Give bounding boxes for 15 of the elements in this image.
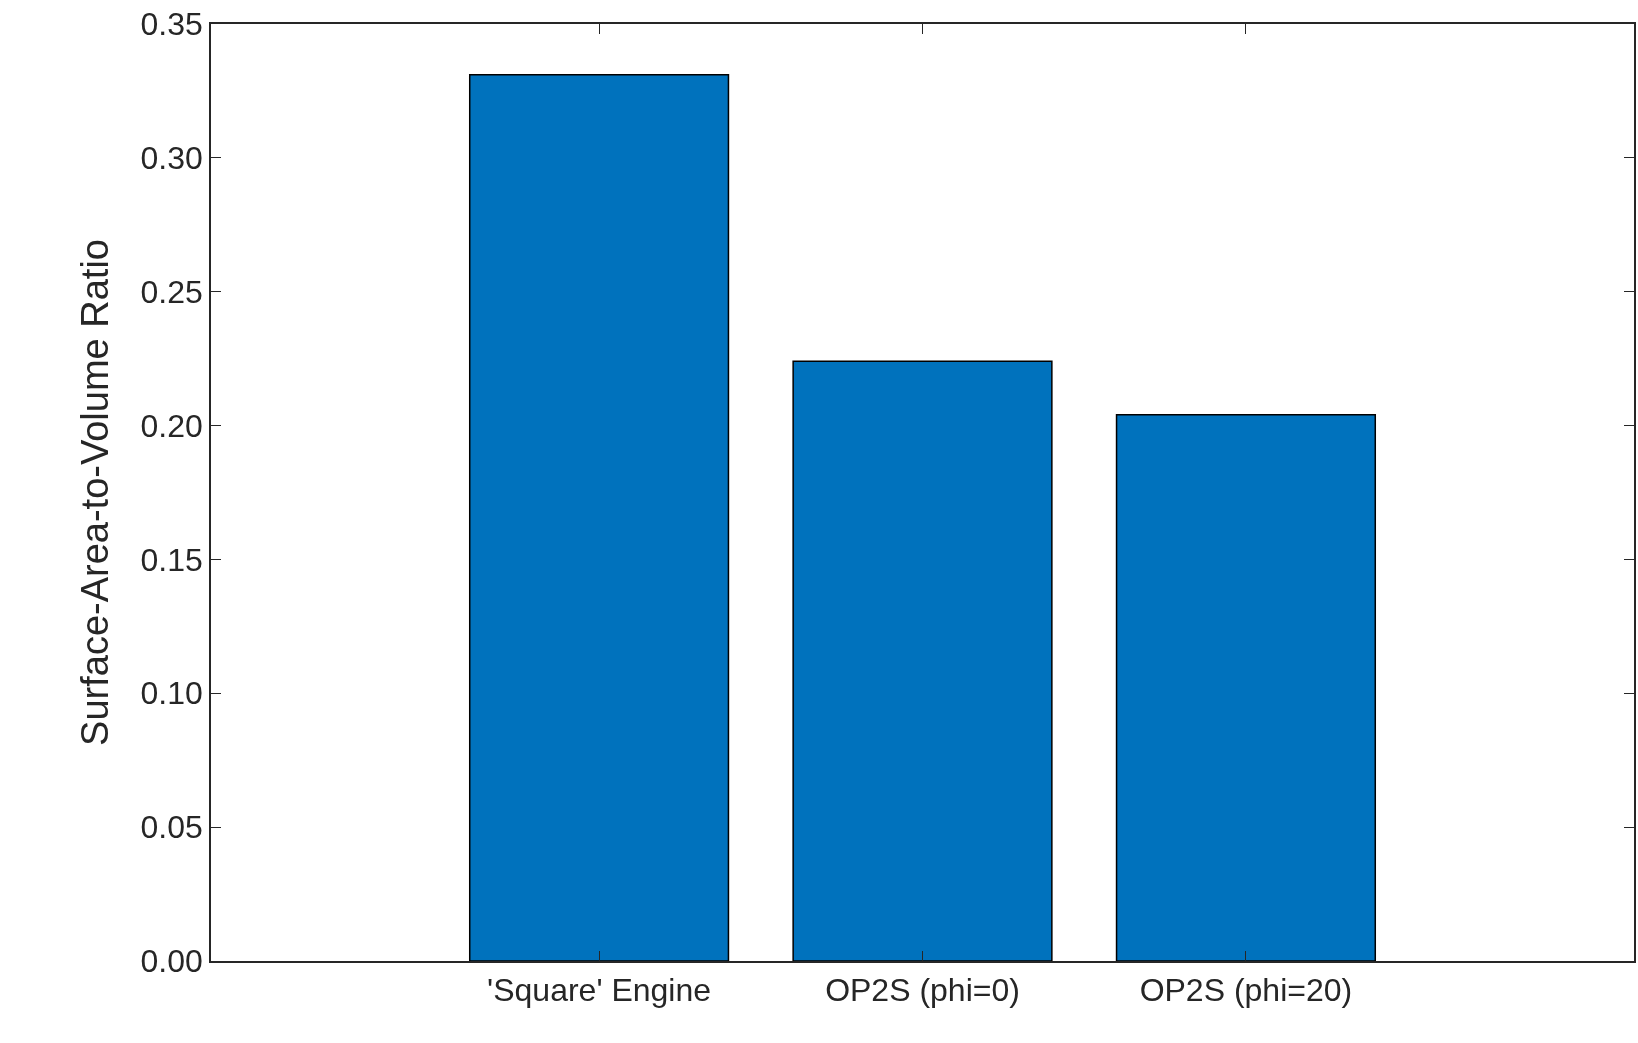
bar [468, 74, 730, 961]
y-tick-label: 0.10 [140, 675, 203, 712]
bar [792, 360, 1053, 961]
y-tick-label: 0.00 [140, 943, 203, 980]
y-tick-label: 0.30 [140, 140, 203, 177]
x-tick-label: OP2S (phi=20) [1139, 972, 1353, 1009]
y-tick-label: 0.05 [140, 809, 203, 846]
bar [1115, 414, 1377, 961]
x-tick-label: 'Square' Engine [487, 972, 712, 1009]
y-tick-label: 0.15 [140, 541, 203, 578]
x-tick-label: OP2S (phi=0) [825, 972, 1020, 1009]
y-tick-label: 0.35 [140, 6, 203, 43]
y-tick-label: 0.25 [140, 273, 203, 310]
y-axis-title: Surface-Area-to-Volume Ratio [74, 239, 117, 746]
y-tick-label: 0.20 [140, 407, 203, 444]
